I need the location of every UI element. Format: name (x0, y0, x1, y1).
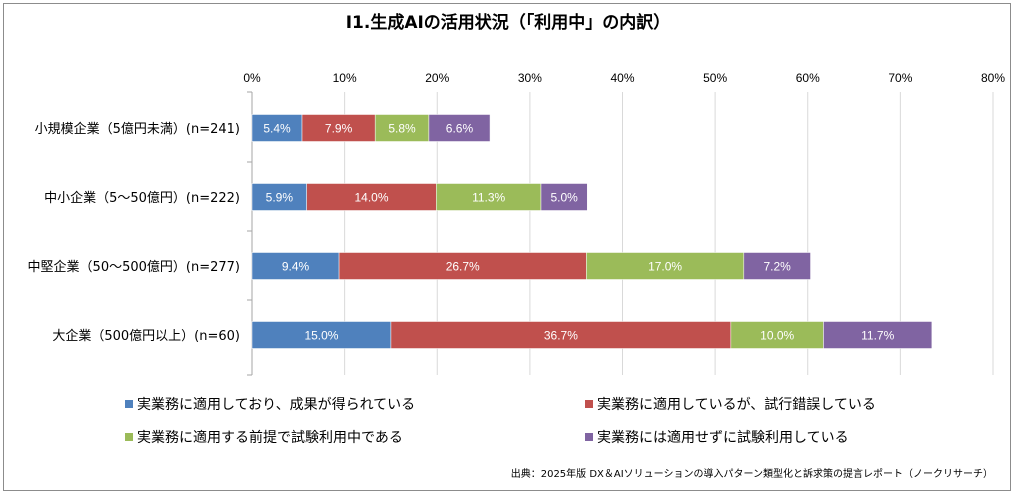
data-label: 10.0% (760, 329, 794, 343)
data-label: 5.9% (266, 191, 294, 205)
data-label: 5.0% (550, 191, 578, 205)
category-labels: 小規模企業（5億円未満）(n=241) 中小企業（5～50億円）(n=222) 中堅… (28, 121, 240, 344)
bar-segment (374, 114, 430, 142)
data-label: 11.7% (861, 329, 894, 343)
category-label: 小規模企業（5億円未満）(n=241) (35, 121, 240, 137)
legend-swatch (585, 400, 593, 408)
bar-segment (390, 321, 732, 349)
bar-segment (586, 252, 745, 280)
bar-segment (428, 114, 491, 142)
x-tick-label: 70% (888, 71, 912, 85)
legend: 実業務に適用しており、成果が得られている 実業務に適用しているが、試行錯誤している… (125, 396, 876, 446)
chart-title: I1.生成AIの活用状況（「利用中」の内訳） (346, 12, 671, 33)
bar-segment (251, 183, 307, 211)
category-label: 大企業（500億円以上）(n=60) (52, 328, 240, 344)
bar-segment (301, 114, 376, 142)
x-tick-label: 60% (796, 71, 820, 85)
data-label: 17.0% (648, 260, 682, 274)
bar-segment (436, 183, 542, 211)
data-label: 7.2% (764, 260, 792, 274)
chart-frame (3, 3, 1011, 491)
bar-segment (306, 183, 437, 211)
legend-swatch (125, 433, 133, 441)
data-label: 11.3% (472, 191, 505, 205)
legend-label: 実業務に適用しているが、試行錯誤している (597, 396, 876, 413)
source-note: 出典：2025年版 DX＆AIソリューションの導入パターン類型化と訴求策の提言レ… (511, 467, 993, 480)
data-label: 6.6% (446, 122, 474, 136)
legend-label: 実業務に適用しており、成果が得られている (137, 396, 415, 413)
bar-segment (823, 321, 933, 349)
legend-swatch (585, 433, 593, 441)
x-tick-label: 50% (703, 71, 727, 85)
data-label: 26.7% (446, 260, 480, 274)
data-label: 9.4% (282, 260, 310, 274)
x-axis-tick-labels: 0% 10% 20% 30% 40% 50% 60% 70% 80% (243, 71, 1005, 85)
data-label: 14.0% (354, 191, 388, 205)
x-tick-label: 20% (425, 71, 449, 85)
x-tick-label: 80% (981, 71, 1005, 85)
data-label: 7.9% (325, 122, 353, 136)
bar-segment (251, 321, 392, 349)
bar-segment (251, 252, 340, 280)
data-label: 5.8% (388, 122, 416, 136)
category-label: 中堅企業（50～500億円）(n=277) (28, 259, 240, 275)
x-tick-label: 0% (243, 71, 261, 85)
x-tick-label: 40% (610, 71, 634, 85)
legend-label: 実業務に適用する前提で試験利用中である (137, 429, 403, 446)
bar-segment (540, 183, 588, 211)
x-tick-label: 30% (518, 71, 542, 85)
legend-label: 実業務には適用せずに試験利用している (597, 429, 849, 446)
x-tick-label: 10% (333, 71, 357, 85)
bar-segment (338, 252, 587, 280)
bars: 5.4% 7.9% 5.8% 6.6% 5.9% 14.0% 11.3% 5.0% 9.4% 26… (251, 114, 933, 349)
legend-swatch (125, 400, 133, 408)
data-label: 5.4% (263, 122, 291, 136)
category-label: 中小企業（5～50億円）(n=222) (44, 190, 240, 206)
data-label: 15.0% (304, 329, 338, 343)
bar-segment (743, 252, 811, 280)
data-label: 36.7% (544, 329, 578, 343)
